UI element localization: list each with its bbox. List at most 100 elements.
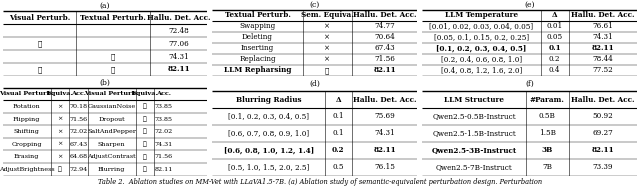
Text: Qwen2.5-3B-Instruct: Qwen2.5-3B-Instruct bbox=[431, 146, 516, 154]
Text: Inserting: Inserting bbox=[241, 44, 274, 52]
Text: (c): (c) bbox=[310, 1, 320, 9]
Text: Qwen2.5-0.5B-Instruct: Qwen2.5-0.5B-Instruct bbox=[432, 113, 516, 120]
Text: [0.6, 0.8, 1.0, 1.2, 1.4]: [0.6, 0.8, 1.0, 1.2, 1.4] bbox=[224, 146, 314, 154]
Text: 67.43: 67.43 bbox=[374, 44, 395, 52]
Text: ✓: ✓ bbox=[143, 154, 147, 160]
Text: 69.27: 69.27 bbox=[593, 129, 613, 137]
Text: ✓: ✓ bbox=[37, 65, 42, 74]
Text: Blurring: Blurring bbox=[98, 167, 125, 172]
Text: AdjustBrightness: AdjustBrightness bbox=[0, 167, 54, 172]
Text: 0.5B: 0.5B bbox=[539, 113, 556, 120]
Text: LLM Temperature: LLM Temperature bbox=[445, 11, 518, 19]
Text: 74.77: 74.77 bbox=[374, 22, 395, 30]
Text: ✓: ✓ bbox=[111, 65, 115, 74]
Text: Qwen2.5-7B-Instruct: Qwen2.5-7B-Instruct bbox=[436, 163, 513, 171]
Text: 0.1: 0.1 bbox=[333, 113, 344, 120]
Text: 0.4: 0.4 bbox=[549, 66, 561, 74]
Text: #Param.: #Param. bbox=[530, 95, 564, 103]
Text: [0.1, 0.2, 0.3, 0.4, 0.5]: [0.1, 0.2, 0.3, 0.4, 0.5] bbox=[436, 44, 527, 52]
Text: Sharpen: Sharpen bbox=[98, 142, 125, 147]
Text: Hallu. Det. Acc.: Hallu. Det. Acc. bbox=[353, 11, 416, 19]
Text: ✓: ✓ bbox=[325, 66, 330, 74]
Text: 72.48: 72.48 bbox=[168, 27, 189, 34]
Text: 82.11: 82.11 bbox=[591, 146, 614, 154]
Text: ✓: ✓ bbox=[111, 53, 115, 61]
Text: 72.02: 72.02 bbox=[69, 129, 88, 134]
Text: Hallu. Det. Acc.: Hallu. Det. Acc. bbox=[147, 14, 211, 22]
Text: Replacing: Replacing bbox=[239, 55, 276, 63]
Text: Sem. Equiva.: Sem. Equiva. bbox=[301, 11, 353, 19]
Text: (d): (d) bbox=[310, 80, 320, 88]
Text: 77.06: 77.06 bbox=[168, 40, 189, 48]
Text: ✓: ✓ bbox=[143, 129, 147, 134]
Text: ×: × bbox=[57, 104, 63, 109]
Text: Erasing: Erasing bbox=[14, 154, 39, 159]
Text: [0.2, 0.4, 0.6, 0.8, 1.0]: [0.2, 0.4, 0.6, 0.8, 1.0] bbox=[441, 55, 522, 63]
Text: 74.31: 74.31 bbox=[168, 53, 189, 61]
Text: 64.68: 64.68 bbox=[69, 154, 88, 159]
Text: Equiva.: Equiva. bbox=[47, 91, 73, 96]
Text: ×: × bbox=[324, 55, 330, 63]
Text: GaussianNoise: GaussianNoise bbox=[88, 104, 136, 109]
Text: 50.92: 50.92 bbox=[593, 113, 613, 120]
Text: Visual Perturb.: Visual Perturb. bbox=[0, 91, 54, 96]
Text: 71.56: 71.56 bbox=[374, 55, 395, 63]
Text: Acc.: Acc. bbox=[156, 91, 171, 96]
Text: 0.1: 0.1 bbox=[548, 44, 561, 52]
Text: ×: × bbox=[57, 116, 63, 122]
Text: 0.5: 0.5 bbox=[333, 163, 344, 171]
Text: Shifting: Shifting bbox=[13, 129, 40, 134]
Text: Acc.: Acc. bbox=[71, 91, 86, 96]
Text: Hallu. Det. Acc.: Hallu. Det. Acc. bbox=[353, 95, 416, 103]
Text: [0.1, 0.2, 0.3, 0.4, 0.5]: [0.1, 0.2, 0.3, 0.4, 0.5] bbox=[228, 113, 309, 120]
Text: 0.01: 0.01 bbox=[547, 22, 563, 30]
Text: 82.11: 82.11 bbox=[154, 167, 173, 172]
Text: 74.31: 74.31 bbox=[374, 129, 395, 137]
Text: 73.85: 73.85 bbox=[154, 104, 172, 109]
Text: Qwen2.5-1.5B-Instruct: Qwen2.5-1.5B-Instruct bbox=[432, 129, 516, 137]
Text: ×: × bbox=[57, 142, 63, 147]
Text: 72.02: 72.02 bbox=[154, 129, 172, 134]
Text: Textual Perturb.: Textual Perturb. bbox=[80, 14, 146, 22]
Text: 71.56: 71.56 bbox=[69, 116, 88, 122]
Text: 73.85: 73.85 bbox=[154, 116, 172, 122]
Text: AdjustContrast: AdjustContrast bbox=[87, 154, 136, 159]
Text: Dropout: Dropout bbox=[99, 116, 125, 122]
Text: 82.11: 82.11 bbox=[373, 146, 396, 154]
Text: (f): (f) bbox=[525, 80, 534, 88]
Text: Visual Perturb.: Visual Perturb. bbox=[84, 91, 139, 96]
Text: ×: × bbox=[324, 22, 330, 30]
Text: ✓: ✓ bbox=[143, 104, 147, 109]
Text: LLM Repharsing: LLM Repharsing bbox=[224, 66, 291, 74]
Text: 70.64: 70.64 bbox=[374, 33, 395, 41]
Text: [0.05, 0.1, 0.15, 0.2, 0.25]: [0.05, 0.1, 0.15, 0.2, 0.25] bbox=[434, 33, 529, 41]
Text: Cropping: Cropping bbox=[12, 142, 42, 147]
Text: 74.31: 74.31 bbox=[154, 142, 172, 147]
Text: 0.2: 0.2 bbox=[549, 55, 561, 63]
Text: 78.44: 78.44 bbox=[593, 55, 613, 63]
Text: Deleting: Deleting bbox=[242, 33, 273, 41]
Text: [0.01, 0.02, 0.03, 0.04, 0.05]: [0.01, 0.02, 0.03, 0.04, 0.05] bbox=[429, 22, 534, 30]
Text: 7B: 7B bbox=[542, 163, 552, 171]
Text: (a): (a) bbox=[100, 2, 110, 10]
Text: Table 2.  Ablation studies on MM-Vet with LLaVA1.5-7B. (a) Ablation study of sem: Table 2. Ablation studies on MM-Vet with… bbox=[98, 178, 542, 186]
Text: 72.94: 72.94 bbox=[69, 167, 88, 172]
Text: LLM Structure: LLM Structure bbox=[444, 95, 504, 103]
Text: 76.15: 76.15 bbox=[374, 163, 395, 171]
Text: ✓: ✓ bbox=[58, 167, 62, 172]
Text: 76.61: 76.61 bbox=[593, 22, 614, 30]
Text: Hallu. Det. Acc.: Hallu. Det. Acc. bbox=[572, 11, 635, 19]
Text: Hallu. Det. Acc.: Hallu. Det. Acc. bbox=[572, 95, 635, 103]
Text: 70.18: 70.18 bbox=[69, 104, 88, 109]
Text: ✓: ✓ bbox=[143, 167, 147, 172]
Text: Swapping: Swapping bbox=[239, 22, 276, 30]
Text: Flipping: Flipping bbox=[13, 116, 40, 122]
Text: SaltAndPepper: SaltAndPepper bbox=[87, 129, 136, 134]
Text: 1.5B: 1.5B bbox=[539, 129, 556, 137]
Text: Textual Perturb.: Textual Perturb. bbox=[225, 11, 291, 19]
Text: ×: × bbox=[57, 129, 63, 134]
Text: [0.5, 1.0, 1.5, 2.0, 2.5]: [0.5, 1.0, 1.5, 2.0, 2.5] bbox=[228, 163, 309, 171]
Text: 3B: 3B bbox=[541, 146, 553, 154]
Text: 71.56: 71.56 bbox=[154, 154, 172, 159]
Text: 73.39: 73.39 bbox=[593, 163, 613, 171]
